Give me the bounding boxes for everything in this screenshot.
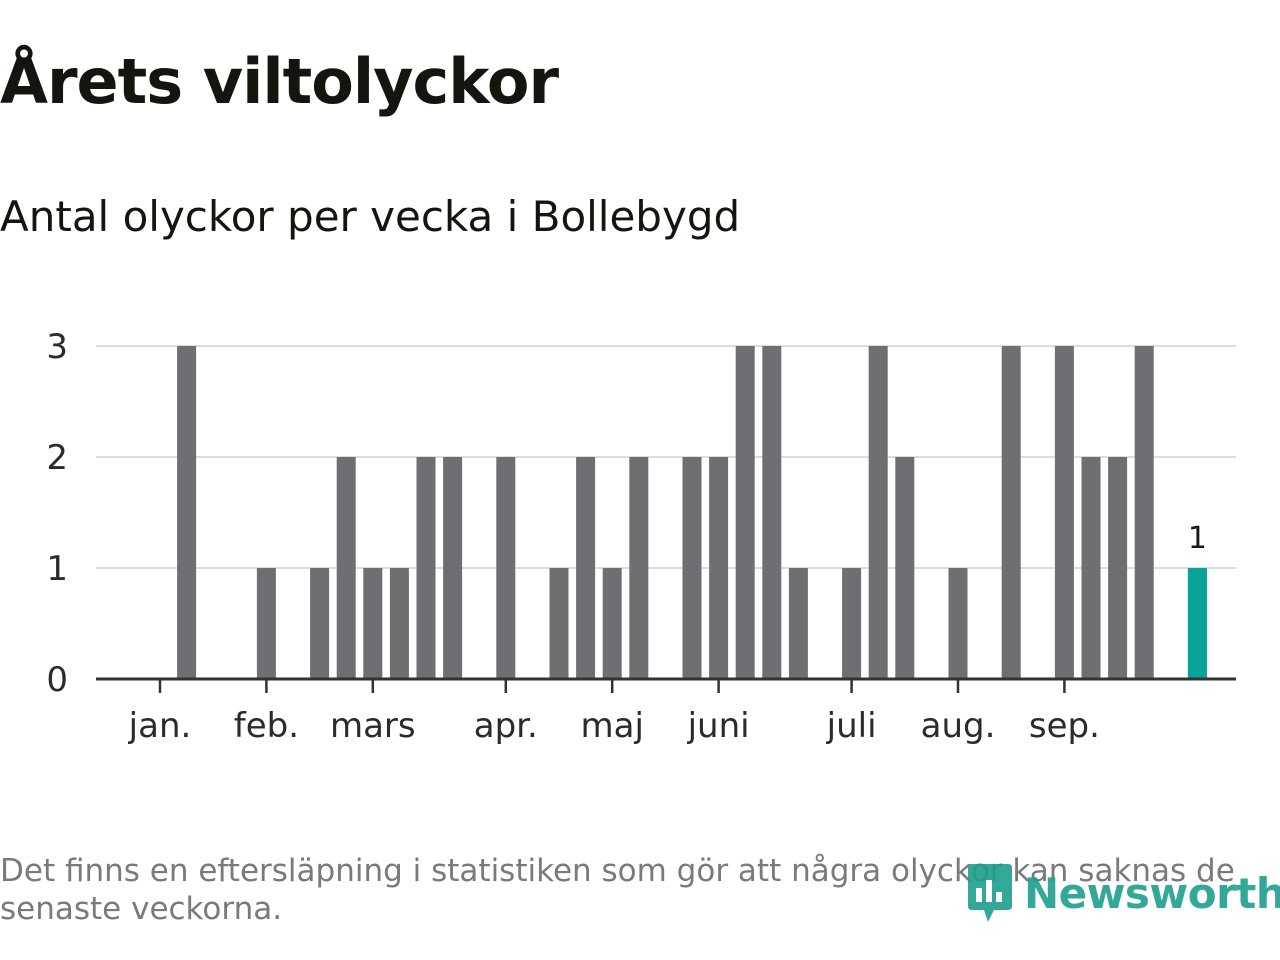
y-tick-label: 0	[46, 660, 68, 700]
bar-week-9	[363, 568, 383, 679]
x-axis	[96, 677, 1236, 693]
x-tick-label: jan.	[128, 706, 192, 746]
x-tick-label: sep.	[1029, 706, 1100, 746]
highlight-bar	[1187, 568, 1207, 679]
bar-week-19	[629, 457, 649, 679]
x-tick-label: feb.	[234, 706, 299, 746]
bar-week-11	[416, 457, 436, 679]
y-tick-label: 2	[46, 438, 68, 478]
bar-week-2	[177, 346, 197, 679]
bar-week-18	[602, 568, 622, 679]
bar-week-17	[576, 457, 596, 679]
axis-labels: 0 1 2 3 1 jan. feb. mars apr. maj juni juli aug. sep.	[46, 327, 1207, 746]
bar-week-33	[1001, 346, 1021, 679]
chart-subtitle: Antal olyckor per vecka i Bollebygd	[0, 192, 741, 241]
bar-week-38	[1134, 346, 1154, 679]
bar-week-7	[310, 568, 330, 679]
bar-chart: 0 1 2 3 1 jan. feb. mars apr. maj juni juli aug. sep.	[46, 327, 1236, 746]
bar-week-28	[868, 346, 888, 679]
bar-week-16	[549, 568, 569, 679]
grid-lines	[96, 345, 1236, 569]
x-tick-label: juli	[826, 706, 877, 746]
bars	[177, 346, 1207, 679]
bar-week-29	[895, 457, 915, 679]
x-tick-label: maj	[580, 706, 643, 746]
x-tick-label: mars	[330, 706, 416, 746]
bar-week-5	[256, 568, 276, 679]
y-tick-label: 1	[46, 549, 68, 589]
newsworthy-logo-icon	[968, 864, 1012, 922]
x-tick-label: aug.	[921, 706, 996, 746]
bar-week-23	[735, 346, 755, 679]
x-tick-label: apr.	[474, 706, 538, 746]
bar-week-36	[1081, 457, 1101, 679]
bar-week-31	[948, 568, 968, 679]
bar-week-27	[842, 568, 862, 679]
bar-week-10	[389, 568, 409, 679]
footnote: Det finns en eftersläpning i statistiken…	[0, 853, 1235, 927]
bar-week-21	[682, 457, 702, 679]
bar-week-24	[762, 346, 782, 679]
bar-week-35	[1054, 346, 1074, 679]
bar-week-22	[709, 457, 729, 679]
y-tick-label: 3	[46, 327, 68, 367]
newsworthy-logo: Newsworthy	[964, 860, 1280, 926]
bar-week-14	[496, 457, 516, 679]
bar-week-12	[443, 457, 463, 679]
x-tick-label: juni	[687, 706, 750, 746]
bar-week-8	[336, 457, 356, 679]
chart-title: Årets viltolyckor	[0, 45, 559, 118]
bar-week-25	[788, 568, 808, 679]
logo-text: Newsworthy	[1024, 868, 1280, 918]
bar-week-37	[1108, 457, 1128, 679]
highlight-value-label: 1	[1188, 521, 1207, 556]
